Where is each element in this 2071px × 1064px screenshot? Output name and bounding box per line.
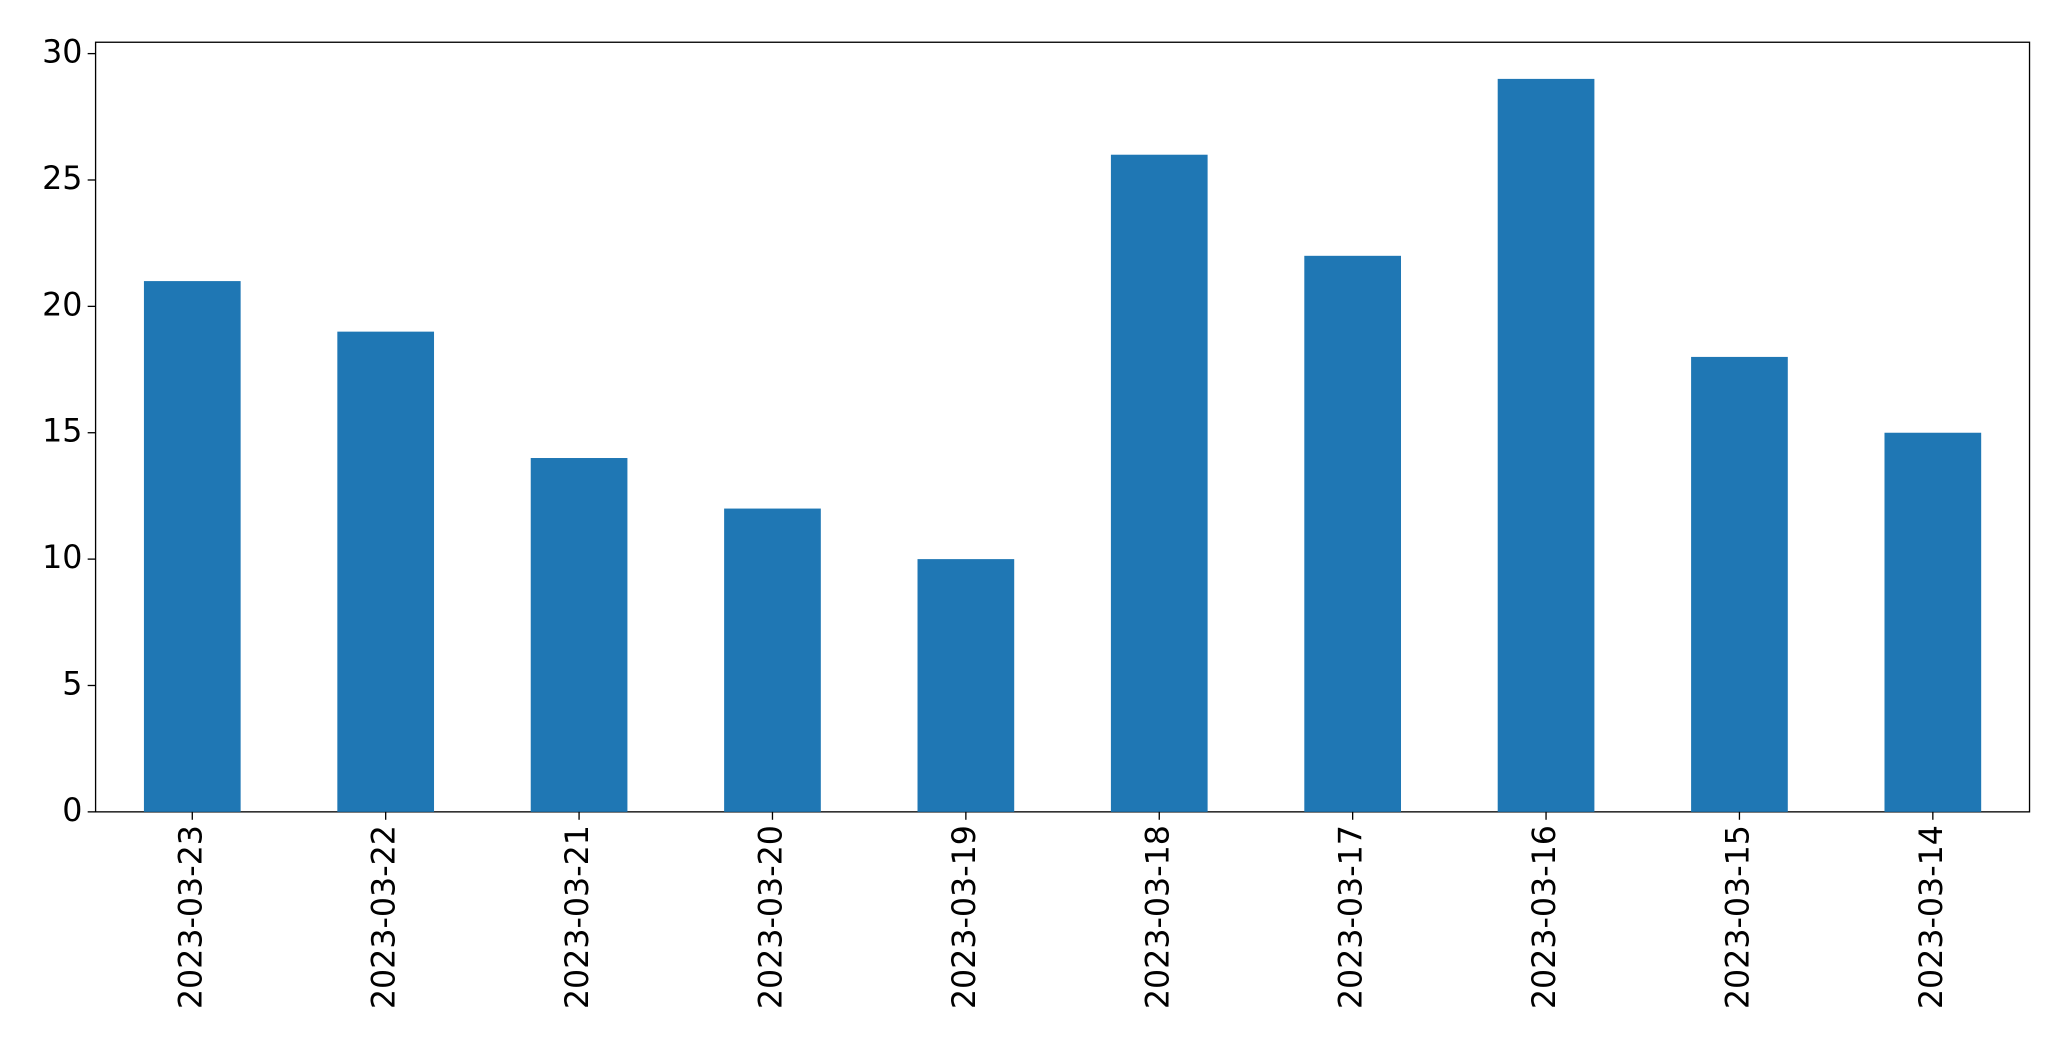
- bar: [530, 458, 628, 812]
- bar: [1884, 432, 1982, 812]
- y-tick-label: 15: [42, 414, 82, 450]
- x-tick-label: 2023-03-22: [367, 825, 403, 1009]
- bar: [143, 281, 241, 812]
- x-tick-label: 2023-03-19: [947, 825, 983, 1009]
- x-tick-label: 2023-03-18: [1140, 825, 1176, 1009]
- bar: [917, 559, 1015, 812]
- y-tick-label: 10: [42, 540, 82, 576]
- bar: [1691, 356, 1788, 812]
- x-tick-label: 2023-03-14: [1914, 825, 1950, 1009]
- plot-frame: [94, 41, 2031, 813]
- y-tick-label: 30: [42, 35, 82, 71]
- y-tick-label: 5: [62, 666, 82, 702]
- x-tick-label: 2023-03-15: [1720, 825, 1756, 1009]
- bar: [1497, 78, 1595, 812]
- y-tick-label: 0: [62, 793, 82, 829]
- bar: [724, 508, 821, 812]
- y-tick-label: 20: [42, 287, 82, 323]
- bar: [1304, 255, 1402, 812]
- x-tick-label: 2023-03-20: [753, 825, 789, 1009]
- x-tick-label: 2023-03-16: [1527, 825, 1563, 1009]
- bar: [1110, 154, 1208, 812]
- x-tick-label: 2023-03-21: [560, 825, 596, 1009]
- x-tick-label: 2023-03-23: [173, 825, 209, 1009]
- y-tick-label: 25: [42, 161, 82, 197]
- bar: [337, 331, 435, 812]
- x-tick-label: 2023-03-17: [1334, 825, 1370, 1009]
